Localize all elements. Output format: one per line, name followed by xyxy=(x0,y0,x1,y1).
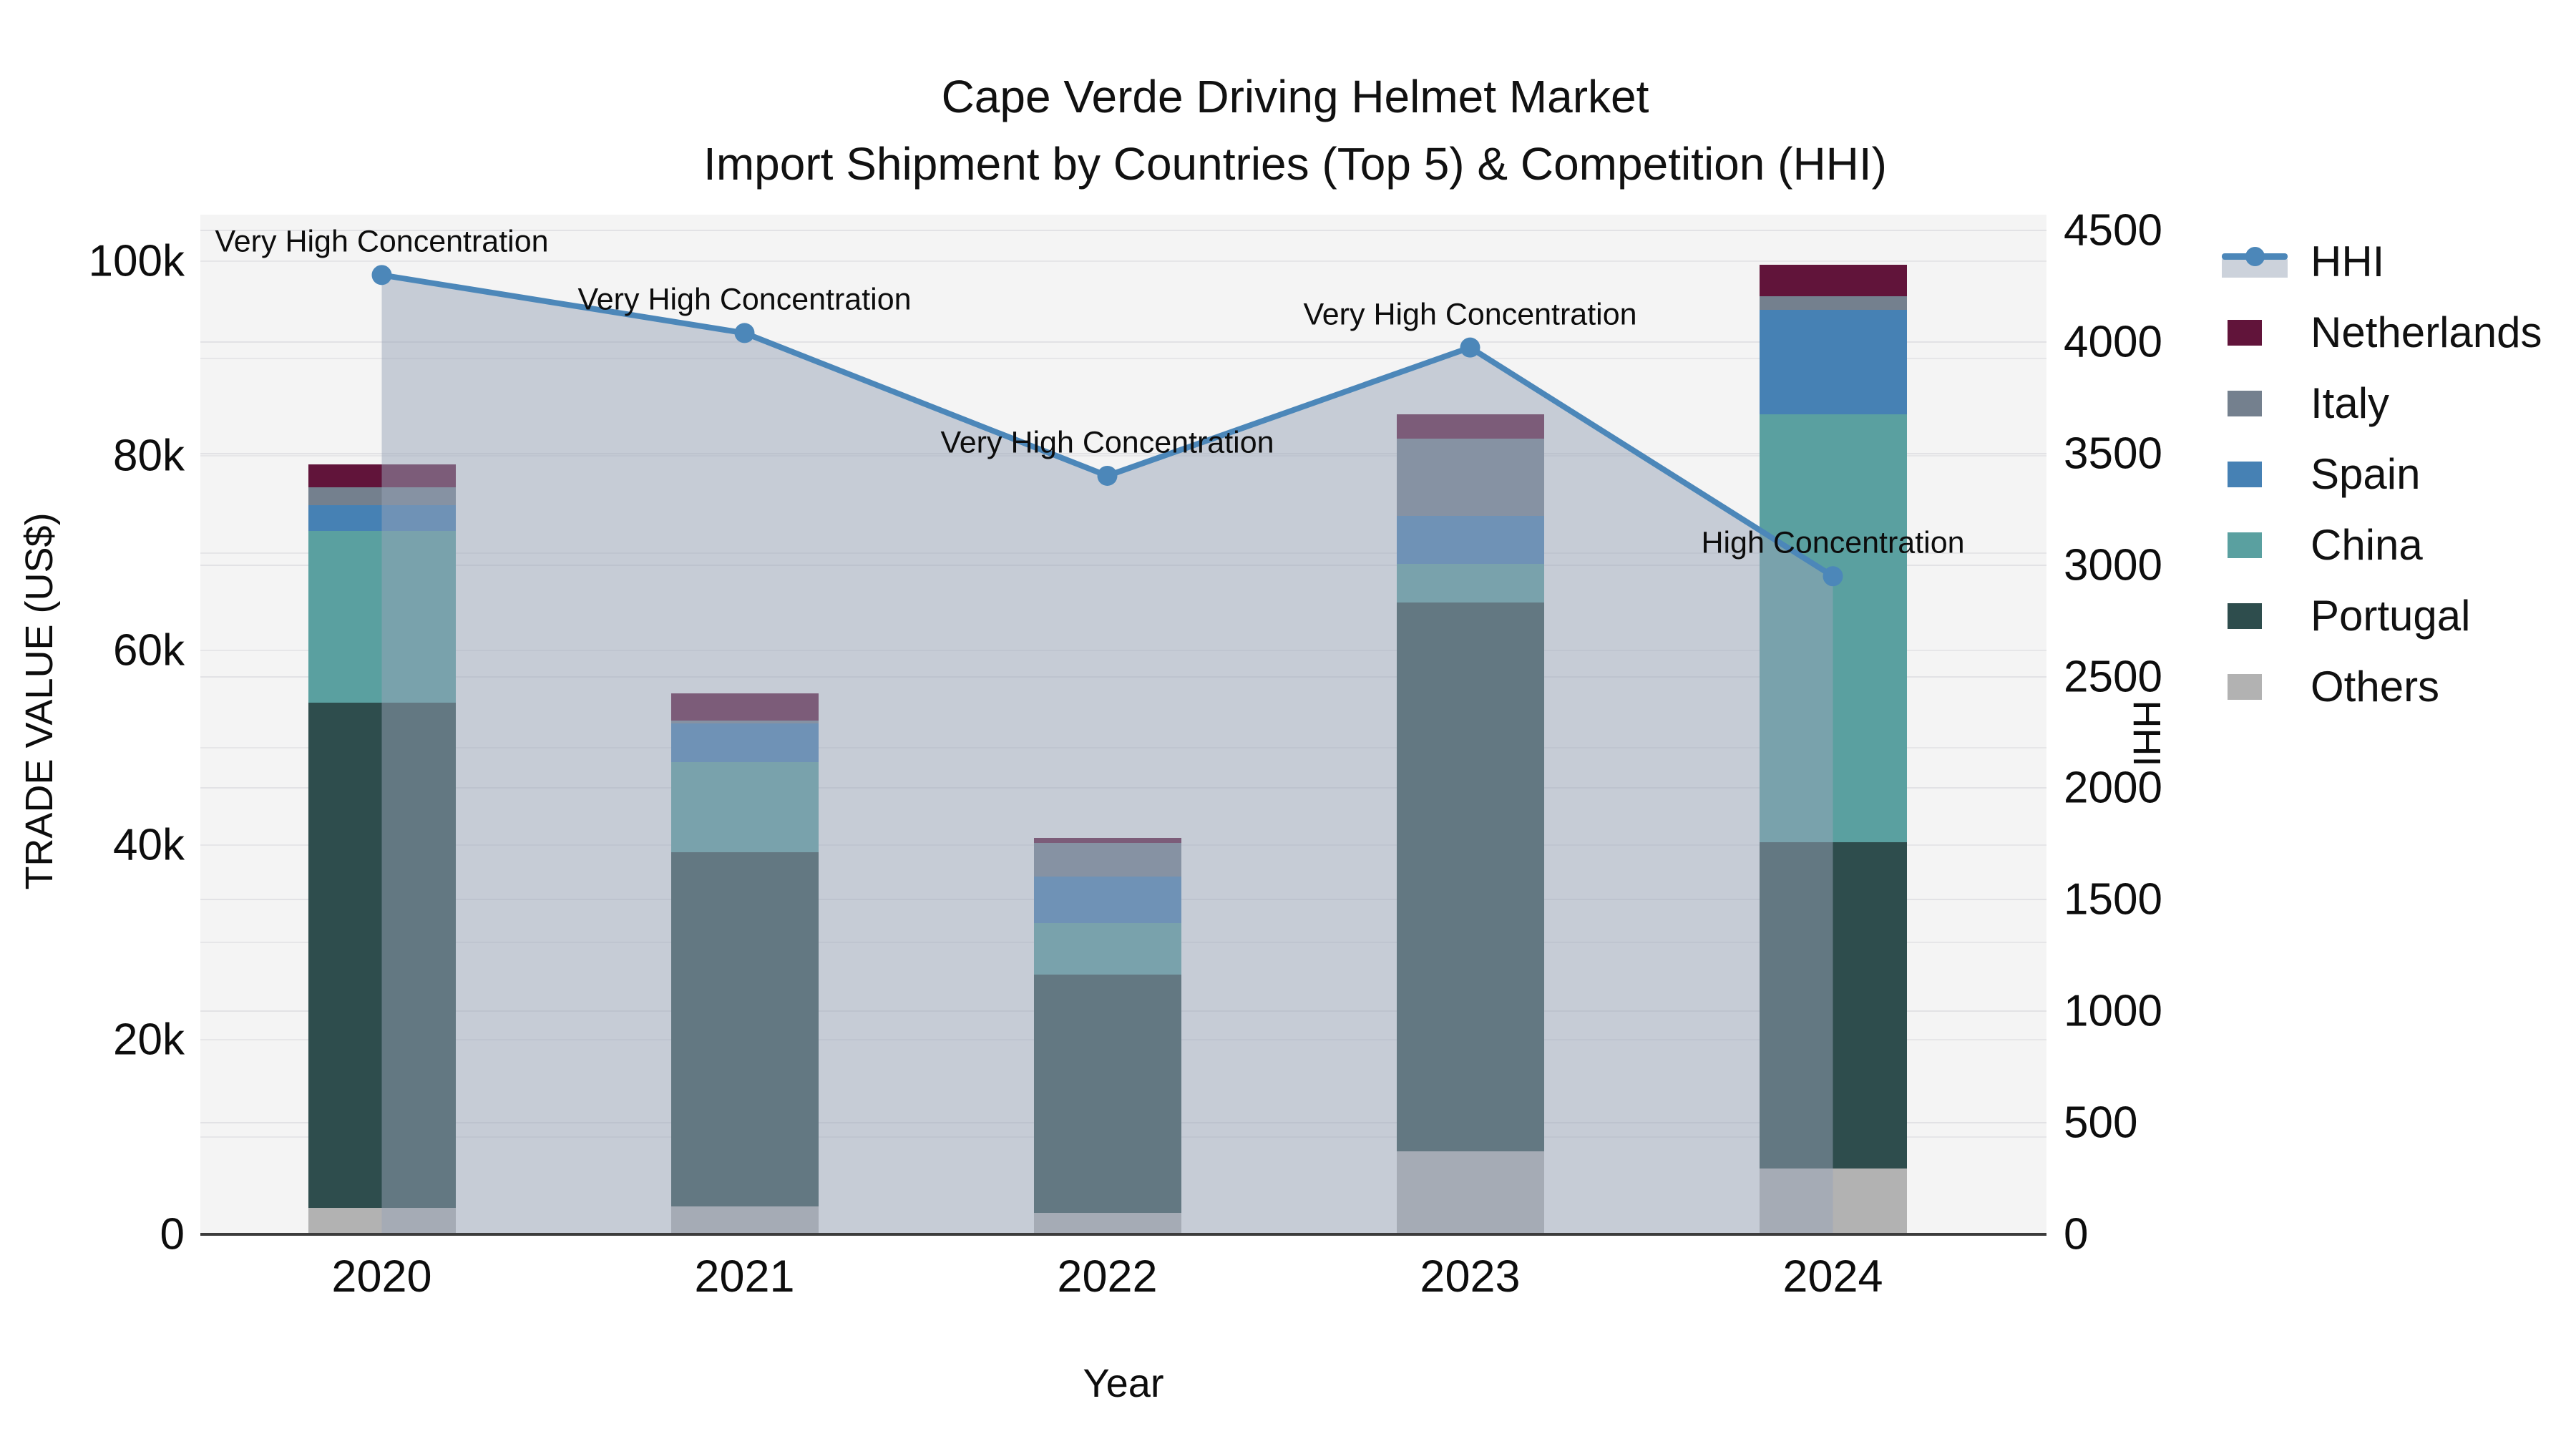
right-tick-1000: 1000 xyxy=(2064,986,2162,1036)
bar-segment-2024-spain[interactable] xyxy=(1759,310,1907,414)
others-swatch-icon xyxy=(2222,665,2293,708)
legend-item-spain[interactable]: Spain xyxy=(2222,439,2542,509)
x-tick-2023: 2023 xyxy=(1420,1252,1521,1302)
legend-item-others[interactable]: Others xyxy=(2222,651,2542,722)
legend-label-china: China xyxy=(2311,521,2423,569)
gridline-right-3500 xyxy=(200,452,2046,454)
hhi-area-fill xyxy=(381,275,1833,1234)
netherlands-swatch-icon xyxy=(2222,311,2293,354)
right-tick-4500: 4500 xyxy=(2064,205,2162,255)
right-tick-1500: 1500 xyxy=(2064,874,2162,924)
swatch-netherlands xyxy=(2228,319,2262,346)
x-axis-title: Year xyxy=(1083,1360,1164,1405)
hhi-point-2021[interactable] xyxy=(734,323,755,343)
right-tick-3500: 3500 xyxy=(2064,429,2162,479)
legend-label-hhi: HHI xyxy=(2311,238,2385,286)
x-tick-2021: 2021 xyxy=(694,1252,795,1302)
left-tick-100k: 100k xyxy=(88,236,185,286)
portugal-swatch-icon xyxy=(2222,595,2293,638)
hhi-point-2020[interactable] xyxy=(371,265,392,286)
right-tick-500: 500 xyxy=(2064,1098,2138,1148)
right-tick-2500: 2500 xyxy=(2064,652,2162,702)
chart-title: Cape Verde Driving Helmet Market xyxy=(941,71,1649,122)
swatch-portugal xyxy=(2228,602,2262,629)
spain-swatch-icon xyxy=(2222,453,2293,496)
x-axis-line xyxy=(200,1233,2046,1236)
plot-area xyxy=(200,215,2046,1234)
chart-subtitle: Import Shipment by Countries (Top 5) & C… xyxy=(703,138,1887,190)
swatch-italy xyxy=(2228,390,2262,416)
gridline-left-80000 xyxy=(200,455,2046,457)
swatch-china xyxy=(2228,532,2262,558)
annotation-2023: Very High Concentration xyxy=(1303,297,1637,332)
legend-label-spain: Spain xyxy=(2311,450,2421,498)
legend-item-netherlands[interactable]: Netherlands xyxy=(2222,297,2542,368)
hhi-marker-legend-dot xyxy=(2245,246,2265,266)
hhi-line-legend-icon xyxy=(2222,240,2293,283)
x-tick-2020: 2020 xyxy=(331,1252,432,1302)
x-tick-2024: 2024 xyxy=(1782,1252,1883,1302)
legend: HHI Netherlands Italy Spain China Portugal Oth… xyxy=(2222,226,2542,722)
legend-item-china[interactable]: China xyxy=(2222,509,2542,580)
left-tick-0: 0 xyxy=(160,1209,185,1259)
left-tick-20k: 20k xyxy=(113,1015,185,1065)
legend-item-portugal[interactable]: Portugal xyxy=(2222,580,2542,651)
left-axis-title: TRADE VALUE (US$) xyxy=(18,512,61,890)
hhi-point-2023[interactable] xyxy=(1460,337,1480,358)
legend-label-italy: Italy xyxy=(2311,379,2390,427)
annotation-2022: Very High Concentration xyxy=(940,425,1274,460)
left-tick-40k: 40k xyxy=(113,820,185,870)
legend-label-netherlands: Netherlands xyxy=(2311,308,2542,356)
bar-segment-2024-italy[interactable] xyxy=(1759,296,1907,310)
x-tick-2022: 2022 xyxy=(1057,1252,1158,1302)
right-tick-4000: 4000 xyxy=(2064,317,2162,367)
left-tick-80k: 80k xyxy=(113,431,185,481)
legend-label-others: Others xyxy=(2311,663,2440,711)
gridline-right-4000 xyxy=(200,341,2046,343)
hhi-point-2024[interactable] xyxy=(1823,566,1843,587)
annotation-2021: Very High Concentration xyxy=(577,282,912,317)
gridline-left-100000 xyxy=(200,260,2046,262)
gridline-left-90000 xyxy=(200,358,2046,359)
china-swatch-icon xyxy=(2222,524,2293,567)
right-tick-3000: 3000 xyxy=(2064,540,2162,590)
annotation-2020: Very High Concentration xyxy=(215,224,549,259)
hhi-point-2022[interactable] xyxy=(1097,465,1118,486)
legend-item-italy[interactable]: Italy xyxy=(2222,368,2542,439)
bar-segment-2024-netherlands[interactable] xyxy=(1759,265,1907,296)
swatch-others xyxy=(2228,673,2262,700)
legend-item-hhi[interactable]: HHI xyxy=(2222,226,2542,297)
italy-swatch-icon xyxy=(2222,382,2293,425)
chart-title-block: Cape Verde Driving Helmet Market Import … xyxy=(703,63,1887,197)
swatch-spain xyxy=(2228,461,2262,487)
right-axis-title: HHI xyxy=(2125,700,2168,767)
right-tick-2000: 2000 xyxy=(2064,763,2162,813)
right-tick-0: 0 xyxy=(2064,1209,2089,1259)
gridline-right-4500 xyxy=(200,230,2046,231)
left-tick-60k: 60k xyxy=(113,625,185,675)
hhi-line-layer xyxy=(371,265,1843,1234)
annotation-2024: High Concentration xyxy=(1701,525,1965,560)
legend-label-portugal: Portugal xyxy=(2311,592,2471,640)
